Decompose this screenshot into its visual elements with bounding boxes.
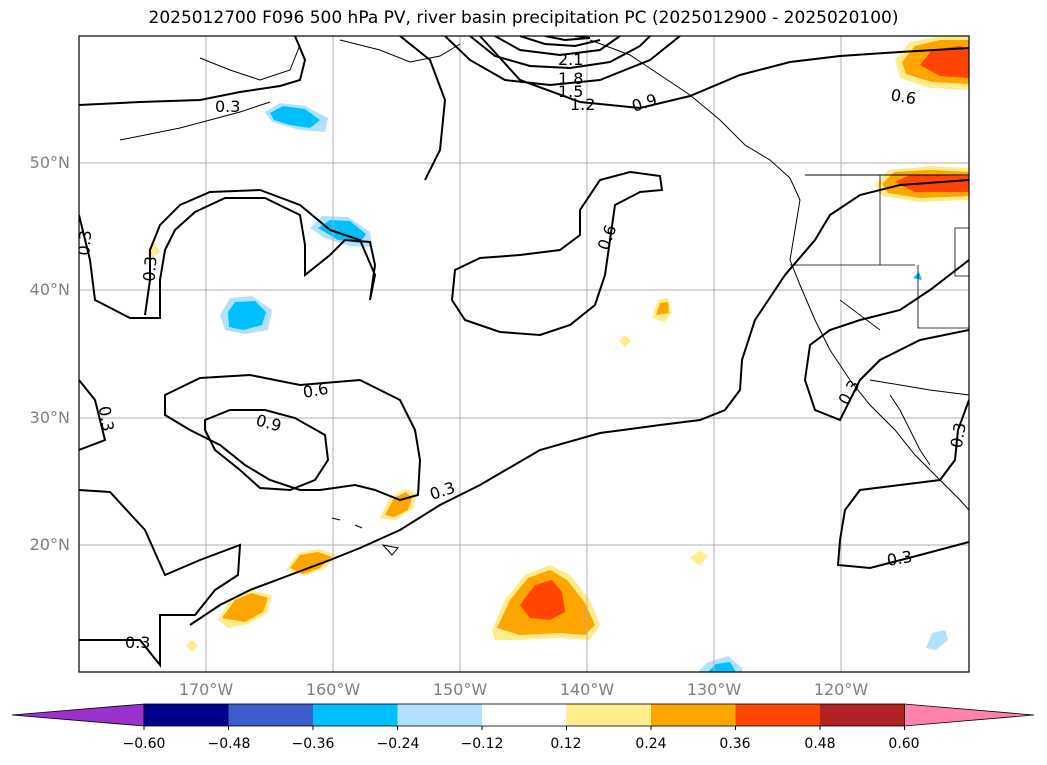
lon-label: 130°W — [686, 680, 742, 699]
contour-label: 0.3 — [74, 229, 95, 256]
contour-label: 0.3 — [885, 547, 913, 570]
precip-positive-patch — [656, 302, 669, 315]
map-area — [79, 36, 969, 672]
lat-label: 50°N — [29, 153, 70, 172]
contour-label: 0.6 — [301, 379, 329, 402]
contour-label: 1.2 — [570, 95, 595, 114]
coastlines — [119, 39, 969, 556]
colorbar-tick-label: 0.60 — [888, 736, 920, 752]
contour-label: 0.6 — [889, 85, 917, 108]
precip-positive-patch — [690, 550, 708, 566]
colorbar-segment — [482, 704, 567, 726]
precip-negative-patch — [228, 301, 266, 330]
colorbar-segment — [397, 704, 483, 726]
lon-label: 150°W — [432, 680, 488, 699]
colorbar-segment — [144, 704, 229, 726]
colorbar-segment — [735, 704, 821, 726]
colorbar-tick-label: −0.48 — [207, 736, 251, 752]
lat-label: 20°N — [29, 535, 70, 554]
colorbar-tick-label: −0.24 — [376, 736, 420, 752]
colorbar-tick-label: 0.24 — [635, 736, 667, 752]
pv-contours — [79, 36, 969, 668]
colorbar-tick-label: −0.60 — [122, 736, 166, 752]
contour-label: 0.3 — [125, 633, 150, 652]
colorbar-extend-min — [11, 703, 145, 727]
colorbar-segment — [820, 704, 905, 726]
contour-label: 0.3 — [95, 405, 118, 433]
colorbar-segment — [566, 704, 652, 726]
colorbar-tick-label: 0.36 — [719, 736, 751, 752]
precip-negative-patch — [270, 106, 320, 128]
precip-negative-patch — [926, 630, 948, 650]
contour-label: 1.8 — [558, 69, 583, 88]
colorbar — [11, 703, 1035, 730]
precip-negative-patch — [708, 662, 736, 672]
precip-shading — [146, 36, 969, 672]
contour-label: 0.3 — [947, 421, 970, 449]
map-title: 2025012700 F096 500 hPa PV, river basin … — [148, 8, 899, 28]
contour-label: 0.3 — [139, 255, 160, 282]
colorbar-tick-label: 0.12 — [550, 736, 582, 752]
map-border — [78, 35, 970, 673]
precip-negative-patch — [913, 272, 922, 280]
contour-label: 2.1 — [558, 50, 583, 69]
lat-label: 40°N — [29, 280, 70, 299]
colorbar-segment — [651, 704, 736, 726]
colorbar-extend-max — [904, 703, 1035, 727]
contour-label: 1.5 — [558, 82, 583, 101]
colorbar-segment — [228, 704, 314, 726]
lon-label: 140°W — [559, 680, 615, 699]
colorbar-tick-label: −0.12 — [460, 736, 504, 752]
contour-label: 0.3 — [215, 97, 240, 116]
lon-label: 170°W — [178, 680, 234, 699]
precip-positive-patch — [290, 552, 332, 574]
colorbar-frame — [143, 703, 905, 727]
lon-label: 120°W — [813, 680, 869, 699]
lat-label: 30°N — [29, 408, 70, 427]
precip-positive-patch — [520, 580, 565, 620]
precip-positive-patch — [920, 46, 969, 78]
precip-positive-patch — [619, 335, 631, 347]
lon-label: 160°W — [305, 680, 361, 699]
colorbar-tick-label: 0.48 — [804, 736, 836, 752]
colorbar-segment — [313, 704, 398, 726]
precip-positive-patch — [186, 640, 198, 652]
precip-positive-patch — [222, 593, 268, 622]
colorbar-tick-label: −0.36 — [291, 736, 335, 752]
